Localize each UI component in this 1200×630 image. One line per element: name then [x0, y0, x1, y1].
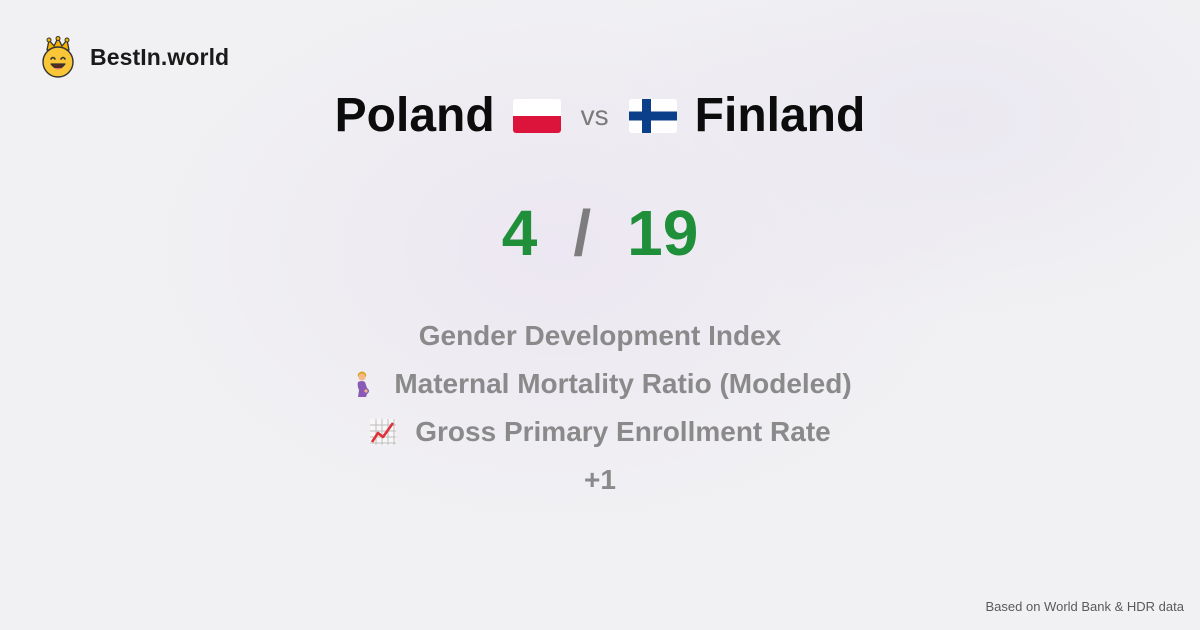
score: 4 / 19 — [0, 196, 1200, 270]
finland-flag-icon — [628, 98, 677, 133]
right-country-name: Finland — [694, 89, 866, 142]
brand-name: BestIn.world — [90, 43, 230, 70]
metric-item: Gender Development Index — [419, 312, 782, 360]
poland-flag-icon — [512, 98, 561, 133]
left-country-name: Poland — [334, 89, 495, 142]
right-score: 19 — [627, 197, 699, 269]
metric-label: Maternal Mortality Ratio (Modeled) — [394, 368, 852, 399]
more-metrics-count: +1 — [584, 464, 616, 495]
chart-increasing-icon — [369, 418, 397, 446]
vs-label: vs — [580, 99, 609, 131]
metric-label: Gender Development Index — [418, 320, 782, 351]
brand-logo[interactable]: BestIn.world — [40, 36, 229, 78]
metric-item: Maternal Mortality Ratio (Modeled) — [348, 360, 852, 408]
metric-item: Gross Primary Enrollment Rate — [369, 408, 831, 456]
comparison-title: Poland vs Finland — [0, 88, 1200, 143]
metric-list: Gender Development Index Maternal Mortal… — [0, 312, 1200, 504]
crown-smiley-icon — [42, 36, 74, 78]
data-source-note: Based on World Bank & HDR data — [985, 599, 1184, 614]
left-score: 4 — [501, 197, 538, 269]
metric-label: Gross Primary Enrollment Rate — [415, 416, 831, 447]
score-separator: / — [573, 197, 592, 269]
pregnant-woman-icon — [348, 370, 376, 398]
